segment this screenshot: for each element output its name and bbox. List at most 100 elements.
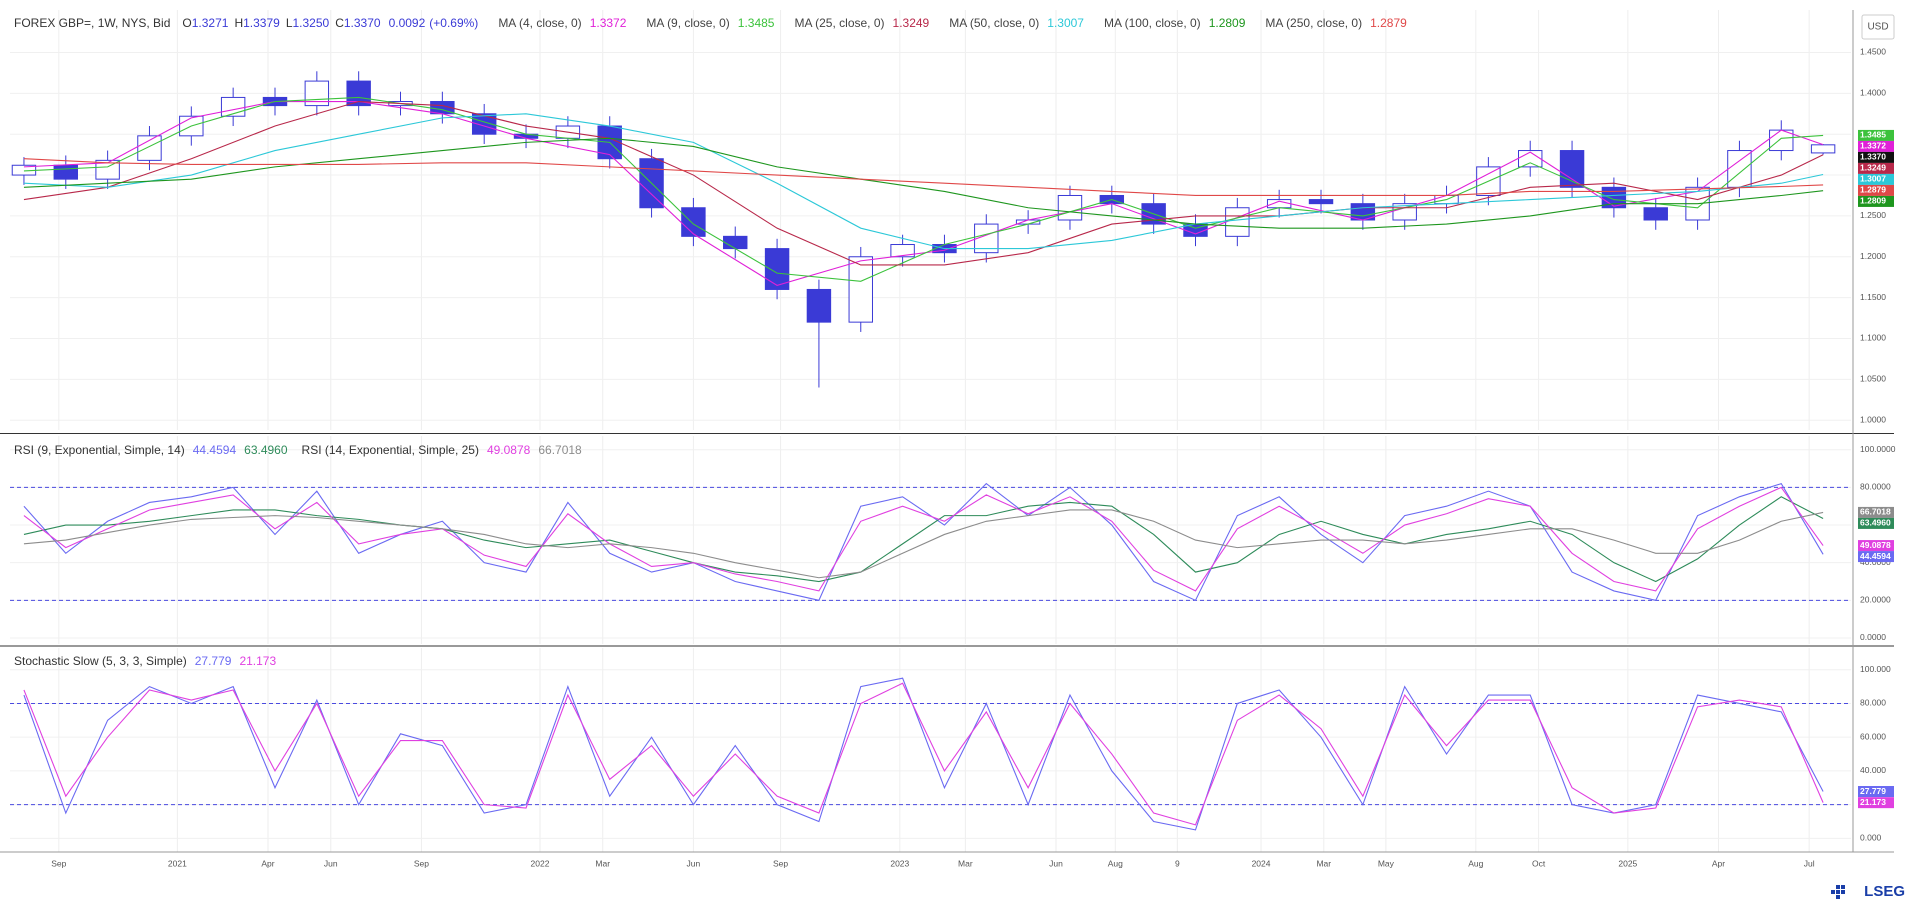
legend-value: 1.2809 [1209, 16, 1246, 30]
value-badge-label: 66.7018 [1860, 507, 1891, 517]
legend-name: MA (9, close, 0) [646, 16, 729, 30]
value-badge [1858, 517, 1894, 529]
candle-body [681, 207, 706, 237]
value-badge [1858, 551, 1894, 563]
value-badge [1858, 184, 1894, 196]
y-tick-label: 0.0000 [1860, 632, 1886, 642]
x-tick-label: Mar [958, 858, 973, 868]
currency: USD [1867, 22, 1888, 33]
legend-name: MA (100, close, 0) [1104, 16, 1201, 30]
x-tick-label: Sep [773, 858, 788, 868]
ohlc-value: 1.3271 [192, 16, 229, 30]
legend-name: Stochastic Slow (5, 3, 3, Simple) [14, 654, 187, 668]
value-badge [1858, 797, 1894, 809]
indicator-line [23, 482, 1824, 602]
x-tick-label: 2025 [1618, 858, 1637, 868]
value-badge-label: 1.3485 [1860, 130, 1886, 140]
candle-body [95, 159, 120, 180]
x-tick-label: Jun [324, 858, 338, 868]
value-badge [1858, 151, 1894, 163]
y-tick-label: 0.000 [1860, 833, 1882, 843]
legend-value: 66.7018 [538, 443, 582, 457]
legend-name: MA (250, close, 0) [1265, 16, 1362, 30]
legend-name: RSI (9, Exponential, Simple, 14) [14, 443, 185, 457]
value-badge-label: 63.4960 [1860, 518, 1891, 528]
y-tick-label: 100.0000 [1860, 444, 1896, 454]
legend-name: RSI (14, Exponential, Simple, 25) [302, 443, 479, 457]
legend: Stochastic Slow (5, 3, 3, Simple) 27.779 2… [14, 654, 276, 668]
legend-value: 1.3249 [893, 16, 930, 30]
value-badge-label: 1.3007 [1860, 174, 1886, 184]
candle-body [848, 256, 873, 323]
value-badge [1858, 506, 1894, 518]
ohlc-value: 1.3250 [293, 16, 330, 30]
value-badge [1858, 162, 1894, 174]
brand: LSEG [1864, 883, 1905, 900]
title: FOREX GBP=, 1W, NYS, Bid [14, 16, 170, 30]
legend-value: 1.3372 [590, 16, 627, 30]
x-tick-label: 2022 [531, 858, 550, 868]
x-tick-label: Sep [414, 858, 429, 868]
y-tick-label: 80.0000 [1860, 482, 1891, 492]
legend-value: 1.3485 [738, 16, 775, 30]
ohlc-letter: C [335, 16, 344, 30]
indicator-line [23, 682, 1824, 826]
y-tick-label: 1.1500 [1860, 292, 1886, 302]
value-badge-label: 1.3372 [1860, 141, 1886, 151]
y-tick-label: 1.0000 [1860, 414, 1886, 424]
ohlc-value: 1.3379 [243, 16, 280, 30]
legend-value: 27.779 [195, 654, 232, 668]
indicator-line [23, 677, 1824, 831]
ma-line [23, 158, 1824, 197]
ma-line [23, 100, 1824, 266]
brand-logo [1831, 885, 1845, 899]
legend-value: 21.173 [239, 654, 276, 668]
y-tick-label: 1.2500 [1860, 210, 1886, 220]
x-tick-label: Sep [51, 858, 66, 868]
ma-line [23, 100, 1824, 286]
y-tick-label: 1.2000 [1860, 251, 1886, 261]
value-badge [1858, 129, 1894, 141]
y-tick-label: 40.000 [1860, 765, 1886, 775]
currency-box [1861, 14, 1895, 40]
ma-line [23, 137, 1824, 229]
legend-name: MA (25, close, 0) [794, 16, 884, 30]
ohlc-letter: O [182, 16, 191, 30]
value-badge-label: 1.3249 [1860, 163, 1886, 173]
candle-body [1518, 150, 1543, 168]
value-badge-label: 49.0878 [1860, 540, 1891, 550]
y-tick-label: 20.0000 [1860, 595, 1891, 605]
indicator-line [23, 496, 1824, 583]
candle-body [974, 223, 999, 254]
x-tick-label: 2024 [1252, 858, 1271, 868]
legend-value: 44.4594 [193, 443, 237, 457]
change: 0.0092 [389, 16, 426, 30]
value-badge-label: 27.779 [1860, 786, 1886, 796]
x-tick-label: Apr [261, 858, 274, 868]
x-tick-label: 9 [1175, 858, 1180, 868]
y-tick-label: 1.0500 [1860, 374, 1886, 384]
candle-body [890, 244, 915, 258]
candle-body [1308, 199, 1334, 205]
candle-body [1727, 150, 1752, 188]
change-pct: (+0.69%) [429, 16, 478, 30]
ohlc-value: 1.3370 [344, 16, 381, 30]
candle-body [723, 235, 748, 250]
indicator-line [23, 486, 1824, 592]
y-tick-label: 1.1000 [1860, 333, 1886, 343]
ohlc-letter: L [286, 16, 293, 30]
legend: RSI (9, Exponential, Simple, 14) 44.4594 6… [14, 443, 582, 457]
y-tick-label: 1.4000 [1860, 88, 1886, 98]
candle-body [1057, 194, 1083, 221]
candle-body [1559, 150, 1585, 188]
ma-line [23, 113, 1824, 250]
x-tick-label: May [1378, 858, 1395, 868]
legend-name: MA (4, close, 0) [498, 16, 581, 30]
legend: FOREX GBP=, 1W, NYS, Bid O1.3271 H1.3379 L1… [14, 16, 1407, 30]
value-badge-label: 21.173 [1860, 797, 1886, 807]
x-tick-label: Jun [1049, 858, 1063, 868]
value-badge-label: 1.3370 [1860, 152, 1886, 162]
ma-line [23, 96, 1824, 282]
value-badge [1858, 173, 1894, 185]
